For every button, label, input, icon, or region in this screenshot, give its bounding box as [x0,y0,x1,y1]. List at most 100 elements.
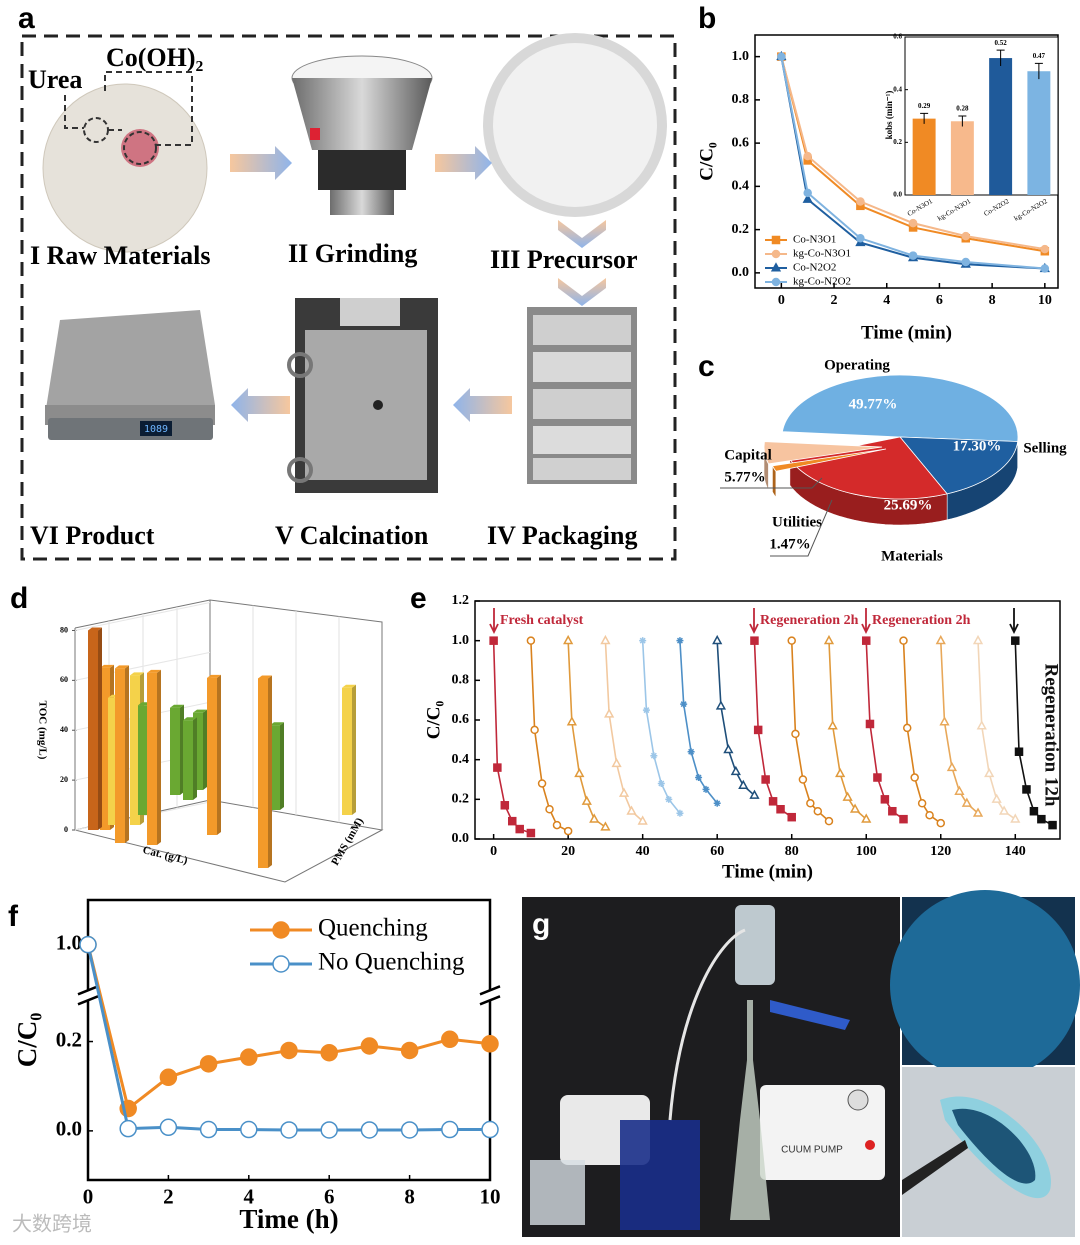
marker [861,636,871,645]
bar-side [268,675,272,868]
cobalt-spot [121,129,159,167]
bar-top [193,709,207,713]
panel-label: f [8,900,19,933]
marker [771,235,781,245]
series-line [865,640,904,820]
y-tick-label: 0.6 [452,712,470,727]
marker [761,775,770,784]
x-tick-label: 8 [989,293,996,308]
marker [639,637,647,645]
error-bar [1034,62,1043,80]
marker [961,231,971,241]
panel-label: g [532,908,550,941]
marker [730,765,741,776]
grinder-photo [291,55,433,215]
annotation-arrow [861,608,871,635]
z-axis-label: TOC (mg/L) [36,701,48,760]
annotation: Regeneration 12h [1041,663,1062,806]
step-label: I Raw Materials [30,241,211,270]
annotation: Regeneration 2h [760,613,859,628]
marker [713,799,721,807]
pie-slice [771,448,887,472]
marker [771,277,781,287]
product-photo [45,310,215,440]
pump-label: CUUM PUMP [781,1145,843,1156]
legend-label: Co-N3O1 [793,234,836,246]
marker [856,197,865,206]
marker [908,251,918,260]
marker [824,816,834,826]
y-tick-label: 0.2 [56,1027,82,1051]
legend-label: No Quenching [318,949,465,976]
bar-side [217,674,221,835]
y-axis-label: kobs (min⁻¹) [884,91,894,140]
y-axis-label: C/C₀ [696,142,717,181]
pie-slice [763,441,883,465]
marker [723,743,734,754]
marker [676,809,684,817]
marker [566,716,577,726]
marker [687,748,695,756]
marker [738,779,749,789]
axis-break-gap [487,990,493,1001]
x-tick-label: 8 [404,1185,415,1209]
marker [642,706,650,714]
urea-label: Urea [28,65,82,94]
x-tick-label: 20 [561,844,575,859]
marker [770,262,782,272]
marker [715,700,727,710]
slice-name: Utilities [772,514,822,530]
x-tick-label: 100 [856,844,877,859]
slice-value: 17.30% [953,438,1002,454]
bar-top [258,675,272,679]
watermark: 大数跨境 [12,1212,92,1236]
marker [360,1121,379,1139]
marker [835,767,846,778]
marker [1037,814,1046,824]
y-tick-label: 1.0 [732,49,750,64]
marker [441,1120,459,1139]
marker [637,815,648,825]
marker [861,813,872,823]
marker [750,636,759,645]
z-tick-label: 60 [60,675,68,684]
annotation-arrow [749,608,759,635]
marker [320,1043,338,1062]
bar-side [125,665,129,843]
bar-side [352,684,356,815]
y-tick-label: 0.0 [56,1117,82,1141]
y-axis-label: C/C₀ [423,700,444,739]
marker [776,805,785,814]
x-axis-label: Time (h) [239,1204,338,1234]
bar [270,725,280,810]
tube [668,928,746,1121]
axis-break [479,985,501,1006]
arrow [453,388,512,422]
bar-top [170,704,184,708]
marker [526,828,536,838]
legend-label: kg-Co-N2O2 [793,276,851,288]
x-tick-label: 60 [710,844,724,859]
marker [939,716,950,726]
marker [199,1120,218,1139]
x-tick-label: 140 [1005,844,1026,859]
marker [888,806,897,816]
marker [842,791,853,801]
panel-label: a [18,2,35,35]
x-tick-label: 0 [490,844,497,859]
marker [702,785,710,793]
marker [899,814,908,824]
furnace-photo [287,298,438,493]
error-bar [996,49,1005,66]
bar [950,121,974,195]
x-tick-label: 0 [83,1185,94,1209]
marker [873,773,882,782]
marker [1029,806,1039,816]
pump-button [865,1140,875,1150]
bar [138,705,148,815]
marker [280,1121,298,1139]
series-line [641,640,681,814]
marker [777,52,786,61]
bar [183,720,193,800]
marker [481,1120,499,1139]
